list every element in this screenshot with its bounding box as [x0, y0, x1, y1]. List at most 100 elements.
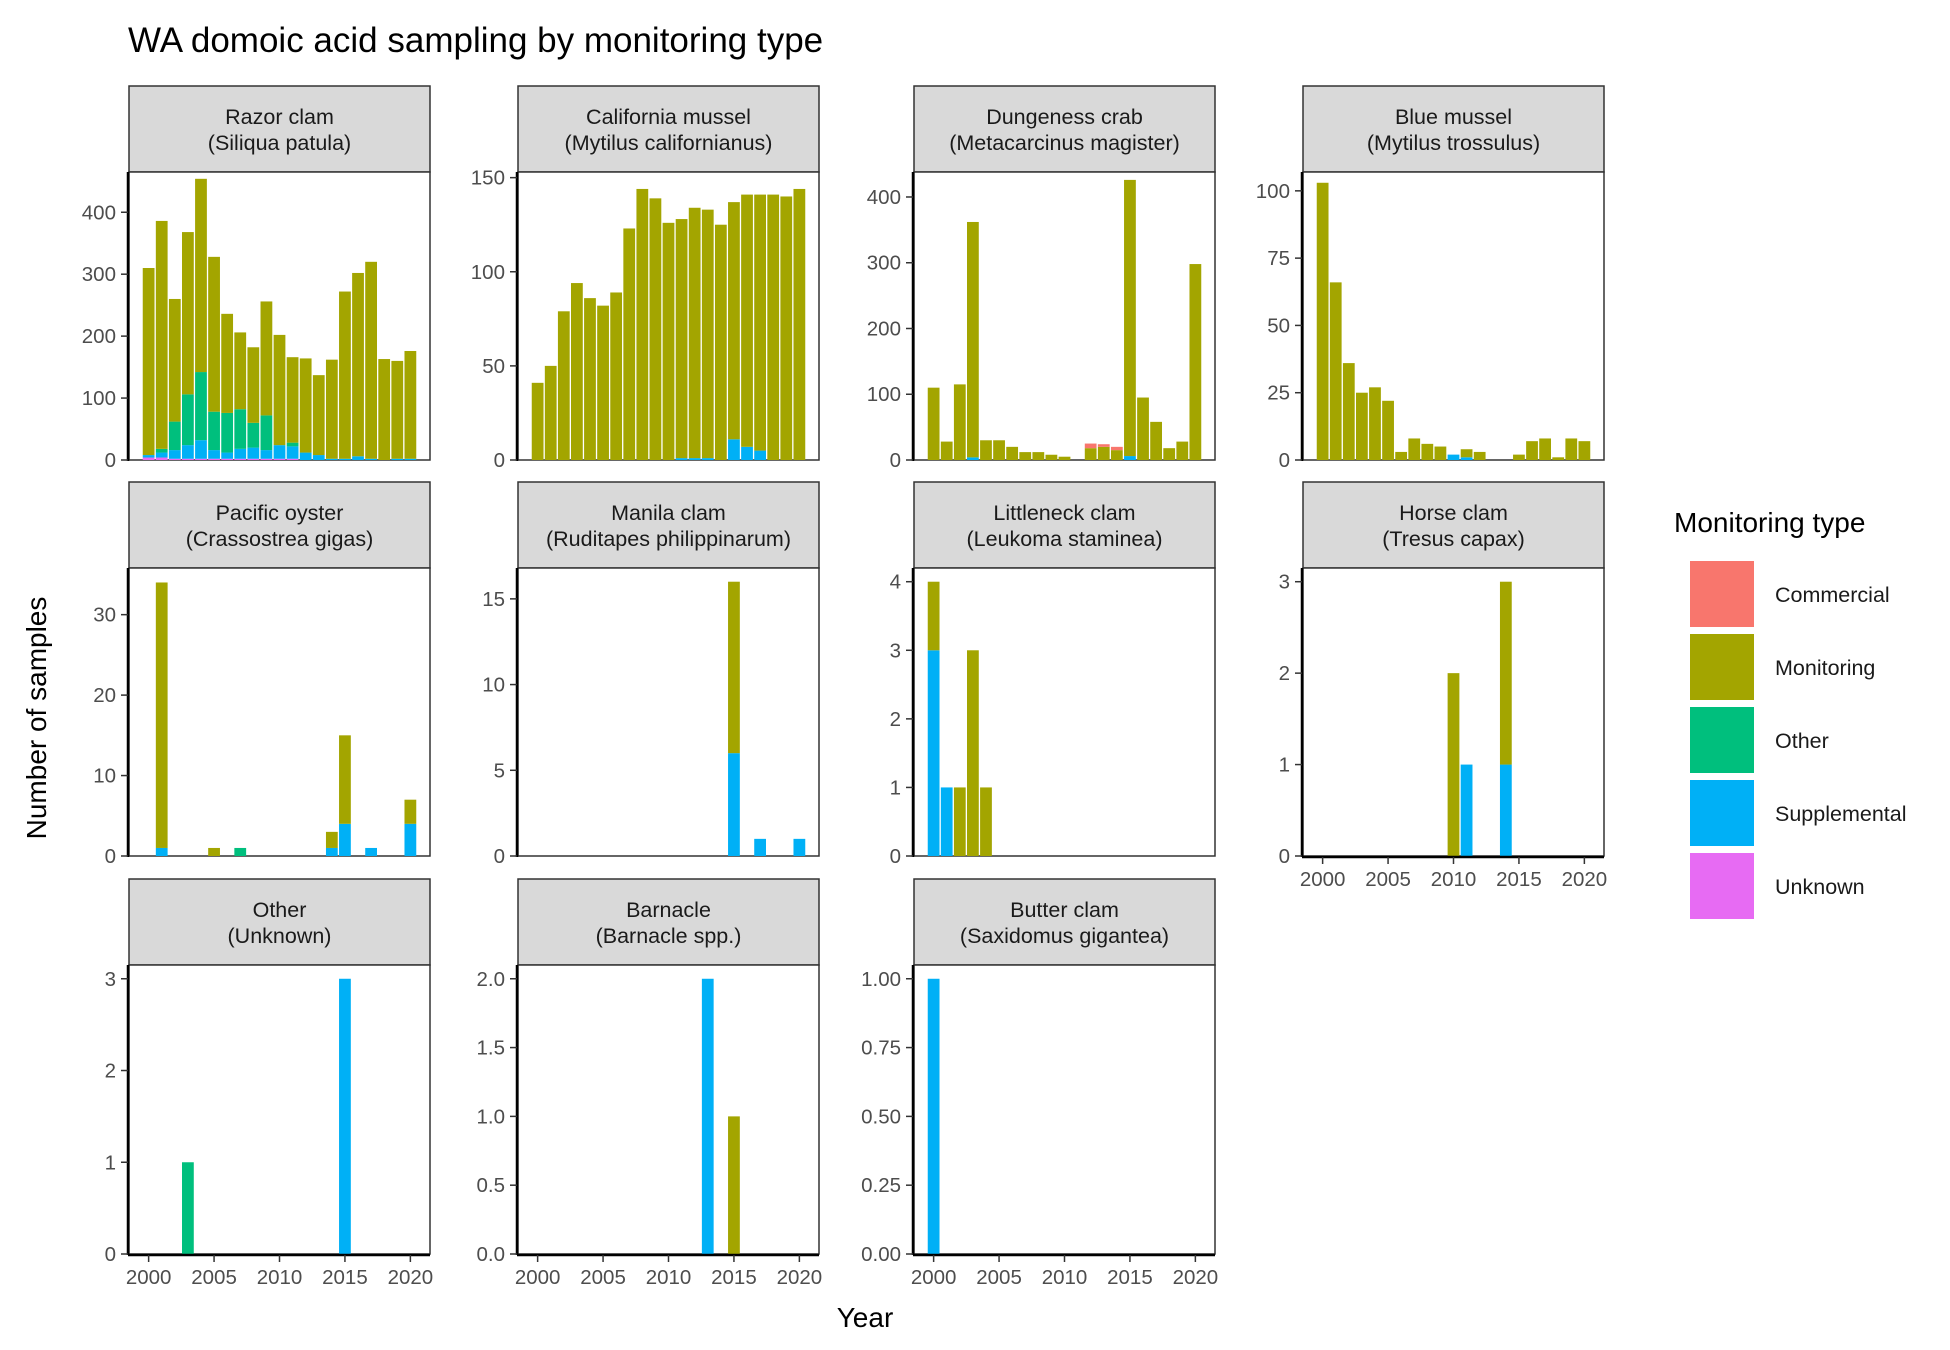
legend-swatch-commercial — [1690, 561, 1754, 627]
bar-segment-monitoring — [1565, 438, 1578, 460]
bar-segment-monitoring — [728, 202, 740, 440]
panel-background — [128, 567, 431, 857]
bar-segment-monitoring — [378, 359, 391, 460]
bar-segment-monitoring — [1163, 448, 1176, 460]
bar-segment-supplemental — [247, 447, 260, 459]
bar-segment-supplemental — [688, 458, 701, 460]
legend-swatch-monitoring — [1690, 634, 1754, 700]
x-tick-label: 2015 — [1107, 1266, 1153, 1289]
y-tick-label: 2 — [105, 1060, 116, 1083]
bar-segment-monitoring — [544, 365, 557, 460]
bar-segment-supplemental — [1460, 764, 1473, 856]
legend-swatch-unknown — [1690, 853, 1754, 919]
y-tick-label: 0 — [105, 1243, 116, 1266]
bar-segment-monitoring — [1124, 179, 1136, 457]
bar-segment-supplemental — [168, 450, 181, 459]
bar-segment-monitoring — [1460, 449, 1473, 458]
bar-segment-monitoring — [1578, 441, 1591, 460]
y-tick-label: 300 — [867, 252, 901, 275]
bar-segment-unknown — [273, 458, 286, 460]
bar-segment-monitoring — [967, 650, 979, 856]
facet-panel: Horse clam(Tresus capax) 0 1 2 3 2000 2005 2010… — [1279, 481, 1607, 891]
y-tick-label: 1.0 — [477, 1105, 506, 1128]
bar-segment-supplemental — [155, 847, 168, 856]
y-tick-label: 0 — [494, 449, 505, 472]
bar-segment-monitoring — [636, 188, 649, 461]
bar-segment-monitoring — [927, 581, 940, 651]
y-tick-label: 0 — [105, 449, 116, 472]
y-tick-label: 4 — [890, 571, 901, 594]
bar-segment-other — [182, 1162, 194, 1254]
y-tick-label: 100 — [1256, 180, 1290, 203]
y-tick-label: 0.5 — [477, 1174, 506, 1197]
bar-segment-unknown — [260, 458, 273, 460]
legend-swatch-other — [1690, 707, 1754, 773]
x-tick-label: 2005 — [191, 1266, 237, 1289]
bar-segment-monitoring — [927, 387, 940, 460]
y-tick-label: 400 — [867, 186, 901, 209]
bar-segment-monitoring — [531, 382, 544, 460]
y-tick-label: 25 — [1267, 382, 1290, 405]
bar-segment-monitoring — [208, 256, 220, 412]
bar-segment-monitoring — [286, 357, 299, 443]
facet-panel: Pacific oyster(Crassostrea gigas) 0 10 20 30 — [93, 481, 431, 868]
facet-strip — [913, 85, 1216, 173]
y-tick-label: 15 — [482, 588, 505, 611]
bar-segment-unknown — [208, 458, 220, 460]
y-tick-label: 50 — [482, 355, 505, 378]
facet-strip — [1302, 85, 1605, 173]
bar-segment-supplemental — [286, 446, 299, 459]
bar-segment-supplemental — [754, 450, 766, 460]
y-tick-label: 0 — [105, 845, 116, 868]
bar-segment-supplemental — [195, 440, 207, 459]
bar-segment-monitoring — [584, 298, 596, 460]
panel-background — [128, 964, 431, 1255]
bar-segment-monitoring — [714, 224, 727, 460]
y-tick-label: 100 — [82, 387, 116, 410]
bar-segment-monitoring — [299, 358, 312, 453]
bar-segment-monitoring — [1006, 446, 1019, 460]
bar-segment-supplemental — [1447, 454, 1460, 460]
bar-segment-other — [155, 448, 168, 453]
y-tick-label: 0.25 — [861, 1174, 901, 1197]
legend-label-monitoring: Monitoring — [1775, 656, 1875, 680]
bar-segment-monitoring — [688, 207, 701, 459]
x-tick-label: 2020 — [388, 1266, 434, 1289]
y-tick-label: 5 — [494, 759, 505, 782]
y-tick-label: 50 — [1267, 314, 1290, 337]
legend-title: Monitoring type — [1674, 507, 1865, 538]
bar-segment-supplemental — [312, 455, 325, 460]
bar-segment-supplemental — [365, 458, 377, 460]
legend-swatch-supplemental — [1690, 780, 1754, 846]
legend-label-other: Other — [1775, 729, 1829, 753]
y-tick-label: 1 — [890, 776, 901, 799]
bar-segment-monitoring — [273, 334, 286, 446]
x-tick-label: 2000 — [126, 1266, 172, 1289]
y-tick-label: 0 — [890, 845, 901, 868]
bar-segment-supplemental — [404, 458, 417, 460]
facet-label-species: (Saxidomus gigantea) — [960, 924, 1169, 948]
facet-panel: Butter clam(Saxidomus gigantea) 0.00 0.25 0… — [861, 878, 1218, 1289]
bar-segment-other — [234, 847, 247, 856]
bar-segment-monitoring — [1084, 448, 1097, 460]
bar-segment-monitoring — [649, 198, 662, 460]
bar-segment-unknown — [182, 458, 194, 460]
x-tick-label: 2010 — [257, 1266, 303, 1289]
panel-background — [517, 567, 820, 857]
bar-segment-unknown — [168, 458, 181, 460]
bar-segment-monitoring — [1032, 452, 1045, 460]
y-tick-label: 2 — [1279, 662, 1290, 685]
bar-segment-monitoring — [155, 220, 168, 449]
facet-label-species: (Crassostrea gigas) — [186, 527, 374, 551]
bar-segment-supplemental — [701, 978, 714, 1254]
x-tick-label: 2015 — [322, 1266, 368, 1289]
x-tick-label: 2010 — [1042, 1266, 1088, 1289]
bar-segment-supplemental — [741, 446, 753, 460]
bar-segment-supplemental — [365, 847, 377, 856]
facet-label-species: (Mytilus californianus) — [565, 131, 773, 155]
bar-segment-monitoring — [1097, 446, 1110, 460]
bar-segment-supplemental — [260, 450, 273, 459]
facet-panel: Barnacle(Barnacle spp.) 0.0 0.5 1.0 1.5 2.0 20… — [477, 878, 822, 1289]
facet-label-species: (Unknown) — [228, 924, 332, 948]
